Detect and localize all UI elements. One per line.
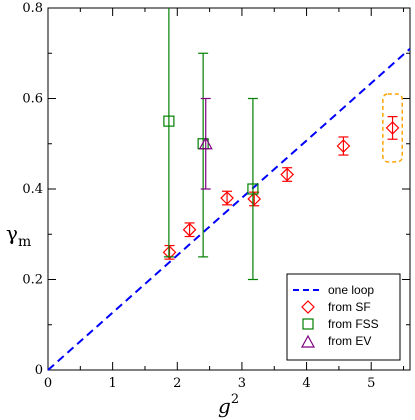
legend-label-from-fss: from FSS <box>328 317 379 331</box>
data-marks <box>47 8 411 371</box>
y-tick-label: 0.4 <box>22 182 43 197</box>
sf-point <box>162 245 177 260</box>
y-tick-label: 0.2 <box>22 273 43 288</box>
y-axis-label-sub: m <box>18 234 31 250</box>
sf-point <box>182 222 197 237</box>
x-tick-label: 3 <box>238 376 246 391</box>
sf-point <box>280 167 295 182</box>
sf-point <box>220 191 234 205</box>
x-tick-label: 1 <box>109 376 117 391</box>
axis-ticks: 0 1 2 3 4 5 0 0.2 0.4 0.6 0.8 <box>22 1 410 391</box>
fss-point <box>247 183 259 195</box>
fss-point <box>163 115 175 127</box>
legend-label-from-ev: from EV <box>328 334 371 348</box>
annotations <box>382 93 403 163</box>
sf-point <box>385 121 400 135</box>
x-tick-label: 5 <box>367 376 375 391</box>
y-axis-label: γm <box>6 221 31 250</box>
sf-point <box>336 139 351 153</box>
y-tick-label: 0.8 <box>22 1 43 16</box>
x-tick-label: 2 <box>173 376 181 391</box>
x-tick-label: 4 <box>302 376 310 391</box>
one-loop-line <box>47 47 411 371</box>
sf-point <box>247 192 262 206</box>
legend-swatch-from-ev <box>300 334 316 348</box>
y-tick-label: 0 <box>35 363 43 378</box>
y-axis-label-main: γ <box>6 221 18 245</box>
x-axis-label-sup: 2 <box>231 392 239 407</box>
y-tick-label: 0.6 <box>22 92 43 107</box>
x-tick-label: 0 <box>44 376 52 391</box>
legend-box <box>286 273 401 361</box>
x-axis-label: g2 <box>218 392 239 418</box>
legend-swatch-from-sf <box>301 300 315 314</box>
legend: one loop from SF from FSS from EV <box>286 273 401 361</box>
legend-swatch-from-fss <box>302 318 314 330</box>
ev-point <box>198 136 213 150</box>
x-axis-label-main: g <box>218 394 231 418</box>
legend-label-one-loop: one loop <box>328 283 374 297</box>
highlight-box <box>382 93 403 163</box>
legend-label-from-sf: from SF <box>328 300 371 314</box>
